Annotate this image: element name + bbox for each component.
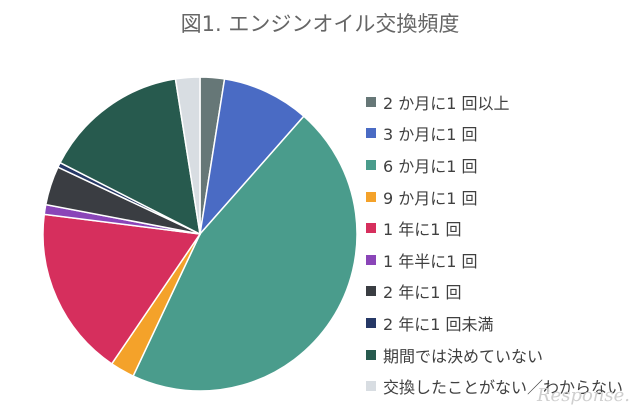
legend-swatch (366, 159, 376, 170)
legend-swatch (366, 381, 376, 392)
legend-label: 1 年半に1 回 (383, 251, 478, 271)
legend: 2 か月に1 回以上 3 か月に1 回 6 か月に1 回 9 か月に1 回 1 年に1 … (366, 86, 638, 402)
legend-item: 9 か月に1 回 (366, 181, 638, 213)
legend-label: 2 か月に1 回以上 (383, 93, 510, 113)
legend-label: 交換したことがない／わからない (383, 378, 624, 398)
legend-item: 2 年に1 回 (366, 276, 638, 308)
legend-label: 期間では決めていない (383, 346, 544, 366)
legend-swatch (366, 191, 376, 202)
legend-swatch (366, 223, 376, 234)
pie-slice (174, 76, 201, 235)
legend-label: 6 か月に1 回 (383, 156, 478, 176)
legend-swatch (366, 349, 376, 360)
legend-item: 6 か月に1 回 (366, 149, 638, 181)
legend-item: 1 年に1 回 (366, 212, 638, 244)
legend-item: 3 か月に1 回 (366, 118, 638, 150)
legend-swatch (366, 128, 376, 139)
chart-title: 図1. エンジンオイル交換頻度 (180, 12, 460, 36)
legend-label: 2 年に1 回未満 (383, 314, 494, 334)
legend-label: 2 年に1 回 (383, 283, 462, 303)
pie-slice (42, 213, 202, 365)
legend-label: 9 か月に1 回 (383, 188, 478, 208)
legend-swatch (366, 317, 376, 328)
legend-label: 1 年に1 回 (383, 220, 462, 240)
watermark-logo: Response. (536, 385, 630, 406)
pie-slice (132, 115, 358, 392)
legend-swatch (366, 286, 376, 297)
legend-item: 期間では決めていない (366, 339, 638, 371)
pie-slices (42, 76, 358, 392)
legend-item: 2 か月に1 回以上 (366, 86, 638, 118)
legend-label: 3 か月に1 回 (383, 125, 478, 145)
pie-slice (198, 78, 305, 237)
legend-item: 交換したことがない／わからない (366, 370, 638, 402)
legend-item: 1 年半に1 回 (366, 244, 638, 276)
pie-slice (59, 78, 201, 236)
legend-item: 2 年に1 回未満 (366, 307, 638, 339)
legend-swatch (366, 254, 376, 265)
legend-swatch (366, 96, 376, 107)
